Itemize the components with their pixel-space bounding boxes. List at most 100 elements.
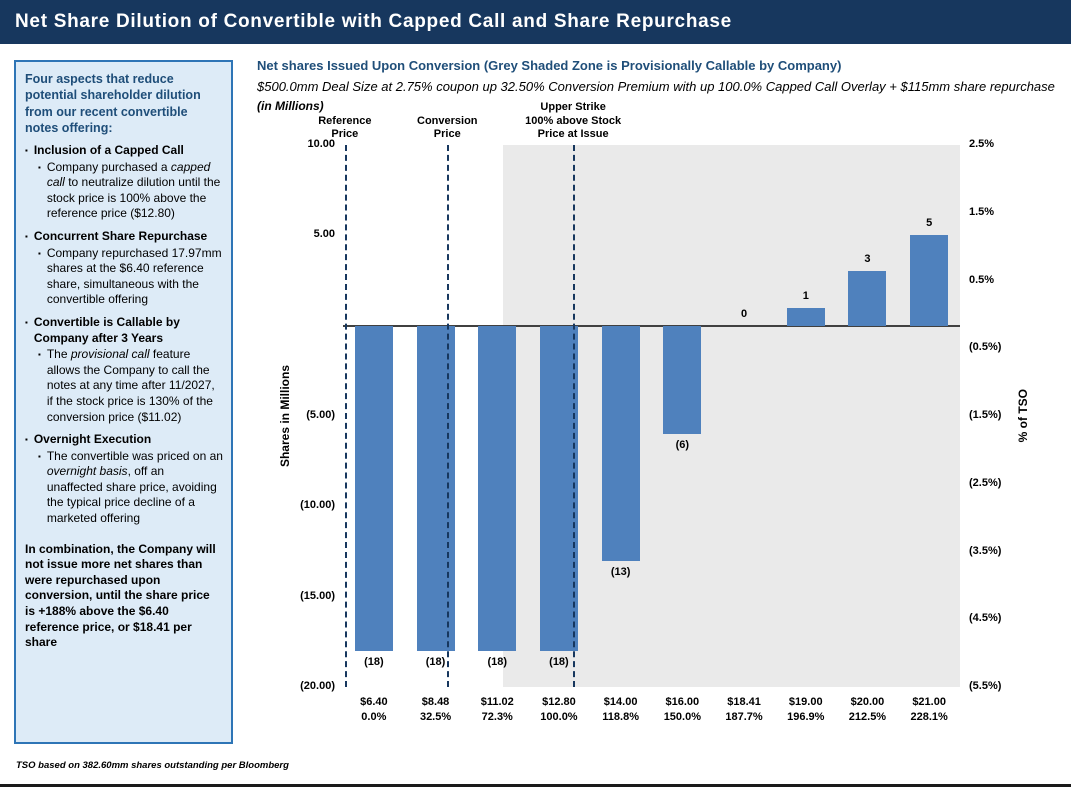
x-axis-label: $6.40 0.0% xyxy=(360,695,388,725)
bullet-icon: ▪ xyxy=(25,231,28,241)
chart-units-note: (in Millions) xyxy=(257,99,324,113)
sidebar-item-title: Inclusion of a Capped Call xyxy=(33,143,184,157)
sidebar-item-body: Company purchased a capped call to neutr… xyxy=(47,160,223,222)
x-axis-labels: $6.40 0.0% $8.48 32.5% $11.02 72.3% $12.80 100.… xyxy=(343,695,960,729)
body-emphasis: capped call xyxy=(46,159,211,190)
provisionally-callable-zone xyxy=(503,145,960,687)
y-axis-tick-right: (3.5%) xyxy=(969,544,1002,557)
sidebar-item-body-row: ▪ The convertible was priced on an overn… xyxy=(38,449,223,527)
marker-label-line: Price xyxy=(331,128,359,141)
marker-label-line: Conversion xyxy=(417,114,478,127)
x-label-price: $11.02 xyxy=(480,696,514,708)
bullet-icon: ▪ xyxy=(25,317,28,327)
y-axis-tick-right: (5.5%) xyxy=(969,680,1002,692)
x-label-pct: 32.5% xyxy=(419,711,452,723)
x-label-price: $20.00 xyxy=(850,696,885,708)
sidebar-item-body: The provisional call feature allows the … xyxy=(47,347,223,425)
y-axis-tick-left: (10.00) xyxy=(300,499,335,512)
marker-dashed-line xyxy=(447,145,450,687)
bullet-icon: ▪ xyxy=(25,146,28,155)
sidebar-item-title: Concurrent Share Repurchase xyxy=(33,228,208,243)
sidebar-heading: Four aspects that reduce potential share… xyxy=(25,72,201,135)
x-axis-label: $16.00 150.0% xyxy=(664,695,701,725)
bar-value-label: 3 xyxy=(864,253,871,266)
y-axis-tick-right: (1.5%) xyxy=(969,409,1002,421)
bar xyxy=(601,325,640,561)
slide-header: Net Share Dilution of Convertible with C… xyxy=(0,0,1071,44)
y-axis-tick-left: (15.00) xyxy=(300,589,335,602)
bar-value-label: 0 xyxy=(740,307,748,320)
sidebar-item-title-row: ▪ Overnight Execution xyxy=(25,432,223,448)
y-axis-tick-right: 1.5% xyxy=(969,205,995,218)
y-axis-ticks-left: 10.00 5.00 (5.00) (10.00) (15.00) (20.00) xyxy=(281,138,335,692)
x-axis-label: $11.02 72.3% xyxy=(481,695,514,725)
bar xyxy=(663,325,702,435)
bar xyxy=(539,325,578,651)
bar xyxy=(478,325,517,651)
x-axis-label: $20.00 212.5% xyxy=(849,695,886,725)
bar xyxy=(910,235,949,326)
x-label-price: $6.40 xyxy=(360,696,388,708)
x-label-price: $18.41 xyxy=(727,696,761,708)
body-text: Company repurchased 17.97mm shares at th… xyxy=(46,245,222,307)
bar-value-label: 1 xyxy=(802,289,809,302)
x-label-pct: 100.0% xyxy=(540,711,578,723)
marker-label-line: Price at Issue xyxy=(537,128,609,141)
x-label-pct: 187.7% xyxy=(725,711,763,723)
y-axis-tick-right: (4.5%) xyxy=(969,612,1002,625)
bar xyxy=(786,307,825,326)
body-text: The convertible was priced on an xyxy=(46,448,223,463)
sidebar-item-capped-call: ▪ Inclusion of a Capped Call ▪ Company p… xyxy=(25,143,223,222)
x-label-price: $19.00 xyxy=(788,696,823,708)
sidebar-item-body: The convertible was priced on an overnig… xyxy=(47,449,223,527)
y-axis-tick-left: (5.00) xyxy=(306,409,335,421)
marker-label-line: Reference xyxy=(318,114,372,127)
slide-title: Net Share Dilution of Convertible with C… xyxy=(15,11,732,32)
y-axis-tick-left: 10.00 xyxy=(307,138,335,150)
sidebar-item-body-row: ▪ Company repurchased 17.97mm shares at … xyxy=(38,246,223,308)
y-axis-tick-left: 5.00 xyxy=(313,228,335,241)
x-axis-label: $18.41 187.7% xyxy=(725,695,762,725)
sidebar-item-title: Convertible is Callable by Company after… xyxy=(33,314,180,345)
body-emphasis: overnight basis xyxy=(46,464,128,479)
marker-label-line: Upper Strike xyxy=(540,100,606,113)
x-label-price: $8.48 xyxy=(421,696,450,708)
marker-labels-area: Reference Price Conversion Price Upper Strik… xyxy=(318,88,960,144)
marker-label: Upper Strike 100% above Stock Price at Iss… xyxy=(525,101,621,142)
x-label-price: $21.00 xyxy=(912,696,946,708)
x-label-price: $12.80 xyxy=(542,696,576,708)
bar-value-label: (18) xyxy=(487,655,508,668)
x-label-pct: 196.9% xyxy=(787,711,825,723)
x-label-pct: 150.0% xyxy=(663,711,701,723)
x-axis-label: $12.80 100.0% xyxy=(540,695,577,725)
sidebar-item-title-row: ▪ Convertible is Callable by Company aft… xyxy=(25,315,223,346)
y-axis-tick-right: (2.5%) xyxy=(969,476,1002,489)
footnote: TSO based on 382.60mm shares outstanding… xyxy=(16,760,289,771)
y-axis-tick-right: 0.5% xyxy=(969,273,995,286)
marker-label: Reference Price xyxy=(318,115,371,143)
x-label-pct: 0.0% xyxy=(361,711,387,723)
bullet-icon: ▪ xyxy=(25,435,28,445)
body-emphasis: provisional call xyxy=(70,347,150,362)
body-text: , off an unaffected share price, avoidin… xyxy=(46,464,217,526)
bar xyxy=(354,325,393,651)
sidebar-item-body-row: ▪ The provisional call feature allows th… xyxy=(38,347,223,425)
body-text: Company purchased a xyxy=(46,159,171,174)
bullet-icon: ▪ xyxy=(38,162,41,172)
x-axis-label: $21.00 228.1% xyxy=(910,695,947,725)
bar-value-label: (18) xyxy=(425,655,446,668)
x-label-pct: 118.8% xyxy=(602,711,639,723)
marker-dashed-line xyxy=(573,145,576,687)
plot-area: (18) (18) (18) (18) (13) (6) 0 1 3 5 xyxy=(343,145,960,687)
y-axis-tick-right: (0.5%) xyxy=(969,341,1002,354)
sidebar-item-title-row: ▪ Concurrent Share Repurchase xyxy=(25,229,223,245)
zero-axis-line xyxy=(343,324,960,327)
x-axis-label: $8.48 32.5% xyxy=(420,695,451,725)
sidebar-callout-box: Four aspects that reduce potential share… xyxy=(14,60,233,744)
body-text: feature allows the Company to call the n… xyxy=(46,347,215,424)
x-label-price: $14.00 xyxy=(603,696,638,708)
marker-label: Conversion Price xyxy=(417,115,478,143)
marker-dashed-line xyxy=(344,145,347,687)
marker-label-line: 100% above Stock xyxy=(525,114,622,127)
